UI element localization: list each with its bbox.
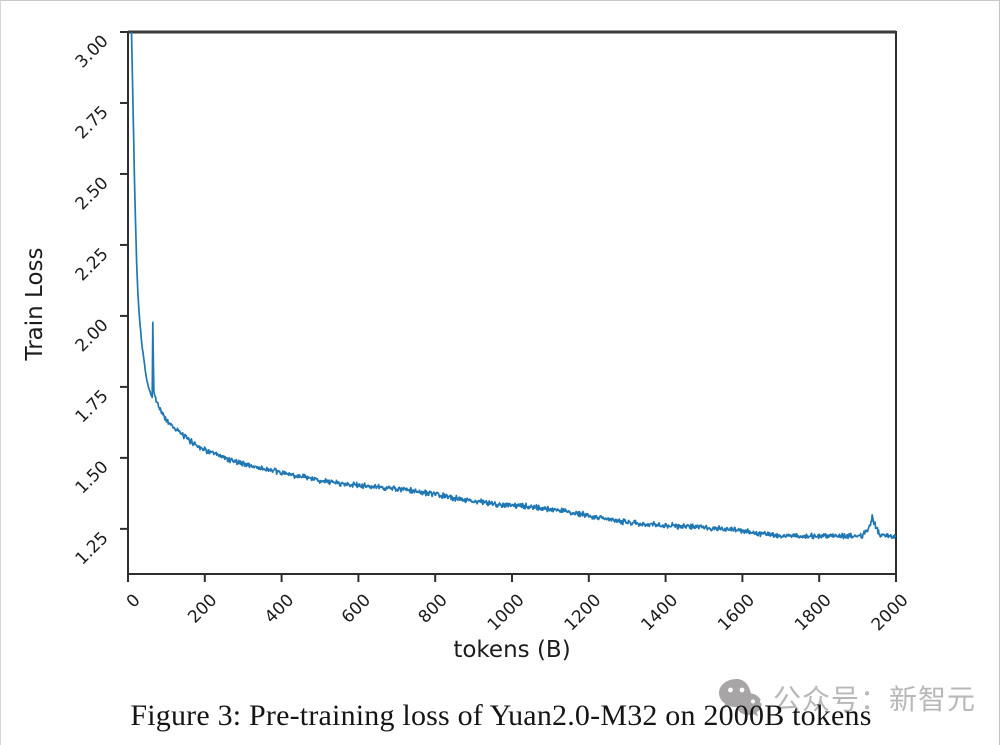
y-tick-label: 3.00	[72, 31, 113, 72]
x-axis-label: tokens (B)	[453, 637, 570, 663]
x-tick-label: 600	[338, 590, 375, 627]
figure-caption: Figure 3: Pre-training loss of Yuan2.0-M…	[130, 699, 872, 732]
x-tick-label: 400	[261, 590, 298, 627]
x-tick-label: 1400	[637, 590, 682, 635]
x-tick-label: 200	[184, 590, 221, 627]
y-tick-label: 2.00	[72, 315, 113, 356]
y-tick-label: 2.25	[72, 244, 113, 285]
x-tick-label: 800	[415, 590, 452, 627]
x-tick-label: 1800	[791, 590, 836, 635]
x-tick-label: 1600	[714, 590, 759, 635]
y-tick-label: 2.75	[72, 102, 113, 143]
y-tick-label: 1.25	[72, 528, 113, 569]
loss-chart: 0 200 400 600 800 1000 1200 1400 1600 1800 2000 1.…	[22, 30, 913, 663]
plot-border	[127, 31, 897, 575]
x-tick-label: 1200	[561, 590, 606, 635]
y-axis-label: Train Loss	[22, 248, 48, 362]
x-tick-label: 1000	[484, 590, 529, 635]
x-tick-label: 2000	[868, 590, 913, 635]
y-tick-label: 2.50	[72, 173, 113, 214]
y-tick-label: 1.50	[72, 457, 113, 498]
x-tick-label: 0	[123, 590, 145, 612]
x-axis-ticks: 0 200 400 600 800 1000 1200 1400 1600 1800 2000	[123, 574, 913, 635]
loss-curve	[130, 32, 896, 540]
y-tick-label: 1.75	[72, 386, 113, 427]
y-axis-ticks: 1.25 1.50 1.75 2.00 2.25 2.50 2.75 3.00	[72, 31, 128, 569]
